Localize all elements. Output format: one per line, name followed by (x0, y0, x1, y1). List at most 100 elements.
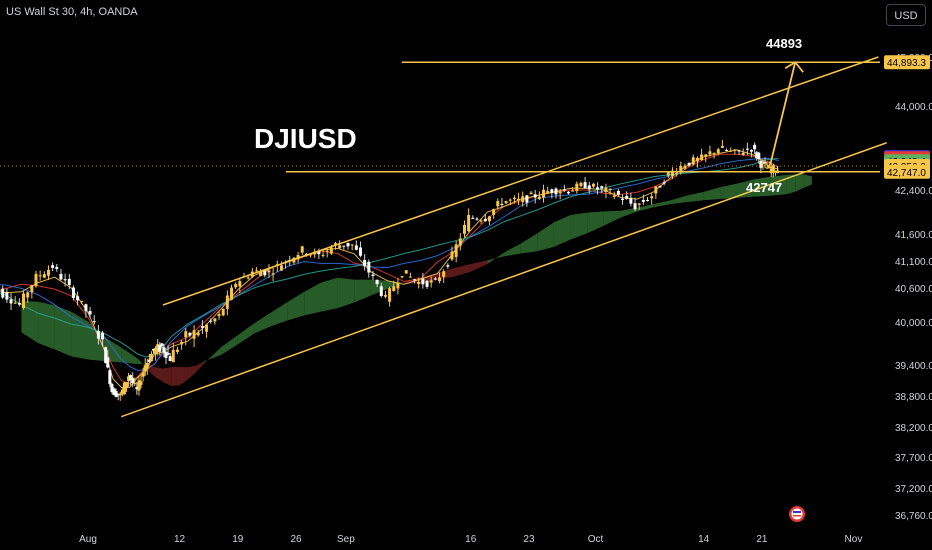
candle-body (38, 275, 42, 277)
candle-body (162, 347, 166, 353)
candle-body (429, 280, 433, 283)
candle-body (196, 332, 200, 336)
candle-body (554, 188, 558, 195)
candle-body (745, 148, 749, 150)
price-tick-label: 42,400.0 (895, 186, 932, 197)
cloud-segment (88, 321, 105, 362)
candle-body (379, 286, 383, 296)
cloud-segment (271, 301, 288, 327)
candle-body (392, 286, 396, 292)
candle-body (238, 281, 242, 287)
candle-body (139, 381, 143, 385)
cloud-segment (504, 243, 521, 257)
candle-body (200, 326, 204, 328)
candle-body (579, 182, 583, 187)
candle-body (755, 152, 759, 159)
candle-body (317, 250, 321, 255)
candle-body (217, 314, 221, 317)
candle-body (209, 320, 213, 322)
candle-body (483, 218, 487, 221)
candle-body (759, 161, 763, 168)
cloud-segment (38, 301, 55, 350)
cloud-segment (320, 277, 338, 312)
candle-body (737, 150, 741, 152)
cloud-segment (803, 174, 812, 188)
cloud-segment (637, 204, 654, 212)
candle-body (192, 330, 196, 339)
candle-body (763, 162, 767, 164)
candle-body (417, 282, 421, 284)
candle-body (537, 196, 541, 200)
cloud-segment (121, 347, 138, 365)
time-tick-label: Sep (337, 534, 355, 545)
price-tick-label: 41,100.0 (895, 257, 932, 268)
cloud-segment (703, 187, 721, 201)
candle-body (137, 380, 141, 391)
candle-body (329, 247, 333, 254)
candle-body (767, 165, 771, 169)
candle-body (263, 270, 267, 276)
candle-body (230, 287, 234, 300)
candle-body (17, 302, 21, 305)
time-axis[interactable]: Aug 12 19 26 Sep 16 23 Oct 14 21 Nov (79, 534, 862, 545)
candle-body (46, 269, 50, 276)
cloud-segment (537, 222, 554, 252)
candle-body (521, 196, 525, 202)
candle-body (733, 149, 737, 151)
candle-body (131, 377, 135, 384)
candle-body (51, 265, 55, 268)
cloud-segment (437, 268, 455, 280)
candle-body (575, 183, 579, 192)
candle-body (149, 353, 153, 362)
candle-body (143, 365, 147, 372)
candle-body (517, 198, 521, 201)
candle-body (725, 150, 729, 152)
cloud-segment (162, 367, 172, 386)
candle-body (106, 357, 110, 368)
candle-body (492, 209, 496, 215)
candle-body (529, 192, 533, 195)
candle-body (350, 244, 354, 246)
channel-lower-line (121, 142, 887, 418)
time-tick-label: Oct (588, 534, 604, 545)
candle-body (761, 162, 765, 164)
price-axis[interactable]: 45,000.044,000.042,400.041,600.041,100.0… (884, 53, 932, 522)
channel-upper-line (162, 56, 879, 306)
candle-body (55, 266, 59, 269)
candle-body (84, 304, 88, 312)
candle-body (108, 370, 112, 385)
candle-body (675, 172, 679, 174)
candle-body (421, 278, 425, 285)
candle-body (587, 185, 591, 190)
candle-body (76, 296, 80, 301)
flag-icon[interactable] (789, 506, 805, 522)
cloud-segment (237, 323, 255, 345)
candle-body (604, 187, 608, 192)
candle-body (300, 246, 304, 253)
candle-body (525, 195, 529, 203)
candle-body (225, 295, 229, 309)
currency-button[interactable]: USD (886, 4, 926, 26)
candle-body (450, 251, 454, 260)
candle-body (458, 238, 462, 246)
candle-body (67, 278, 71, 285)
candle-body (621, 198, 625, 201)
candle-body (625, 195, 629, 199)
time-tick-label: 12 (174, 534, 186, 545)
candle-body (542, 189, 546, 198)
candle-body (221, 308, 225, 316)
candle-body (504, 201, 508, 204)
time-tick-label: Nov (845, 534, 863, 545)
time-tick-label: 26 (290, 534, 302, 545)
candle-body (666, 172, 670, 176)
cloud-segment (304, 282, 321, 316)
candle-body (425, 280, 429, 287)
cloud-segment (687, 191, 704, 203)
cloud-segment (470, 260, 488, 272)
candle-body (110, 384, 114, 393)
cloud-segment (354, 279, 371, 303)
candle-body (475, 218, 479, 220)
cloud-segment (154, 367, 163, 382)
cloud-segment (196, 361, 205, 373)
